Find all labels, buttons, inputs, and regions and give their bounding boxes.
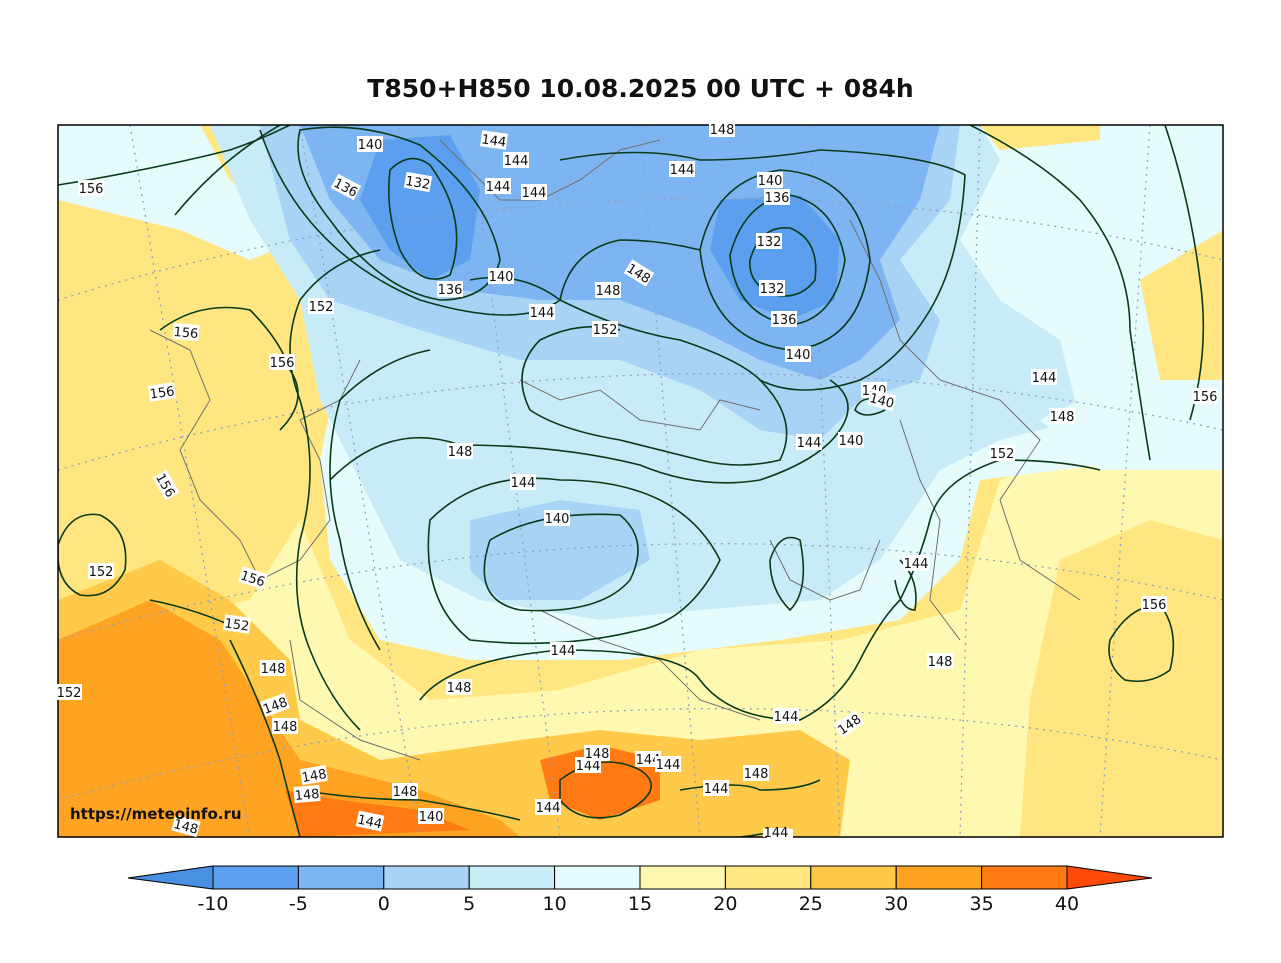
contour-label: 156 (1193, 390, 1218, 405)
contour-label: 140 (419, 810, 444, 825)
colorbar: -10 -5 0 5 10 15 20 25 30 35 40 (127, 865, 1153, 915)
contour-label: 144 (636, 753, 661, 768)
contour-label: 152 (223, 616, 250, 634)
contour-label: 140 (758, 174, 783, 189)
contour-label: 136 (772, 313, 797, 328)
contour-label: 156 (149, 384, 176, 402)
colorbar-bin (639, 865, 726, 890)
contour-label: 144 (511, 476, 536, 491)
colorbar-below-extend (127, 865, 214, 890)
contour-label: 152 (309, 300, 334, 315)
colorbar-tick-label: 0 (378, 893, 390, 915)
contour-label: 140 (868, 391, 896, 412)
contour-label: 148 (301, 767, 328, 786)
contour-label: 148 (448, 445, 473, 460)
contour-label: 144 (356, 813, 383, 833)
colorbar-bin (468, 865, 556, 890)
contour-label: 144 (536, 801, 561, 816)
contour-label: 132 (404, 174, 431, 193)
contour-label: 140 (839, 434, 864, 449)
contour-label: 144 (1032, 371, 1057, 386)
contour-label: 144 (704, 782, 729, 797)
contour-label: 148 (294, 787, 320, 804)
map-title: T850+H850 10.08.2025 00 UTC + 084h (367, 74, 914, 103)
colorbar-tick-label: 40 (1055, 893, 1079, 915)
contour-label: 144 (904, 557, 929, 572)
contour-label: 148 (928, 655, 953, 670)
contour-label: 148 (172, 817, 200, 838)
contour-label: 144 (522, 186, 547, 201)
contour-label: 148 (1050, 410, 1075, 425)
contour-label: 132 (757, 235, 782, 250)
contour-label: 148 (585, 747, 610, 762)
contour-label: 156 (173, 325, 199, 342)
colorbar-above-extend (1066, 865, 1153, 890)
colorbar-bin (981, 865, 1068, 890)
contour-label: 140 (358, 138, 383, 153)
contour-label: 156 (1142, 598, 1167, 613)
contour-labels: 140 144 144 144 144 148 144 156 136 132 … (56, 121, 1218, 841)
colorbar-tick-label: 30 (884, 893, 908, 915)
colorbar-bin (724, 865, 812, 890)
colorbar-bin (810, 865, 897, 890)
contour-label: 148 (744, 767, 769, 782)
colorbar-tick-label: 5 (463, 893, 475, 915)
contour-label: 152 (89, 565, 114, 580)
contour-label: 144 (656, 758, 681, 773)
colorbar-tick-label: 15 (628, 893, 652, 915)
colorbar-tick-label: 20 (713, 893, 737, 915)
contour-label: 136 (438, 283, 463, 298)
contour-label: 144 (797, 436, 822, 451)
colorbar-bin (212, 865, 299, 890)
colorbar-bin (895, 865, 983, 890)
colorbar-bin (297, 865, 385, 890)
contour-label: 156 (238, 568, 266, 590)
contour-label: 136 (765, 191, 790, 206)
contour-label: 144 (504, 154, 529, 169)
colorbar-tick-label: 10 (543, 893, 567, 915)
contour-label: 132 (760, 282, 785, 297)
contour-label: 140 (545, 512, 570, 527)
contour-label: 156 (270, 356, 295, 371)
contour-label: 148 (596, 284, 621, 299)
colorbar-tick-label: 35 (970, 893, 994, 915)
contour-label: 148 (273, 720, 298, 735)
colorbar-bin (383, 865, 470, 890)
contour-label: 140 (489, 270, 514, 285)
contour-label: 148 (393, 785, 418, 800)
contour-label: 144 (530, 306, 555, 321)
contour-label: 148 (261, 662, 286, 677)
colorbar-tick-label: -5 (289, 893, 308, 915)
contour-label: 140 (786, 348, 811, 363)
contour-label: 144 (551, 644, 576, 659)
watermark-link[interactable]: https://meteoinfo.ru (70, 805, 242, 823)
colorbar-tick-label: 25 (799, 893, 823, 915)
colorbar-tick-label: -10 (197, 893, 228, 915)
contour-label: 152 (593, 323, 618, 338)
contour-label: 144 (764, 826, 789, 841)
map-frame (57, 124, 1224, 838)
contour-label: 148 (710, 123, 735, 138)
contour-label: 144 (576, 759, 601, 774)
contour-label: 144 (480, 132, 507, 150)
contour-label: 144 (670, 163, 695, 178)
contour-label: 144 (486, 180, 511, 195)
temperature-field (58, 125, 1223, 837)
colorbar-bin (554, 865, 641, 890)
contour-label: 156 (79, 182, 104, 197)
contour-label: 144 (774, 710, 799, 725)
contour-label: 152 (57, 686, 82, 701)
contour-label: 152 (990, 447, 1015, 462)
contour-label: 148 (447, 681, 472, 696)
